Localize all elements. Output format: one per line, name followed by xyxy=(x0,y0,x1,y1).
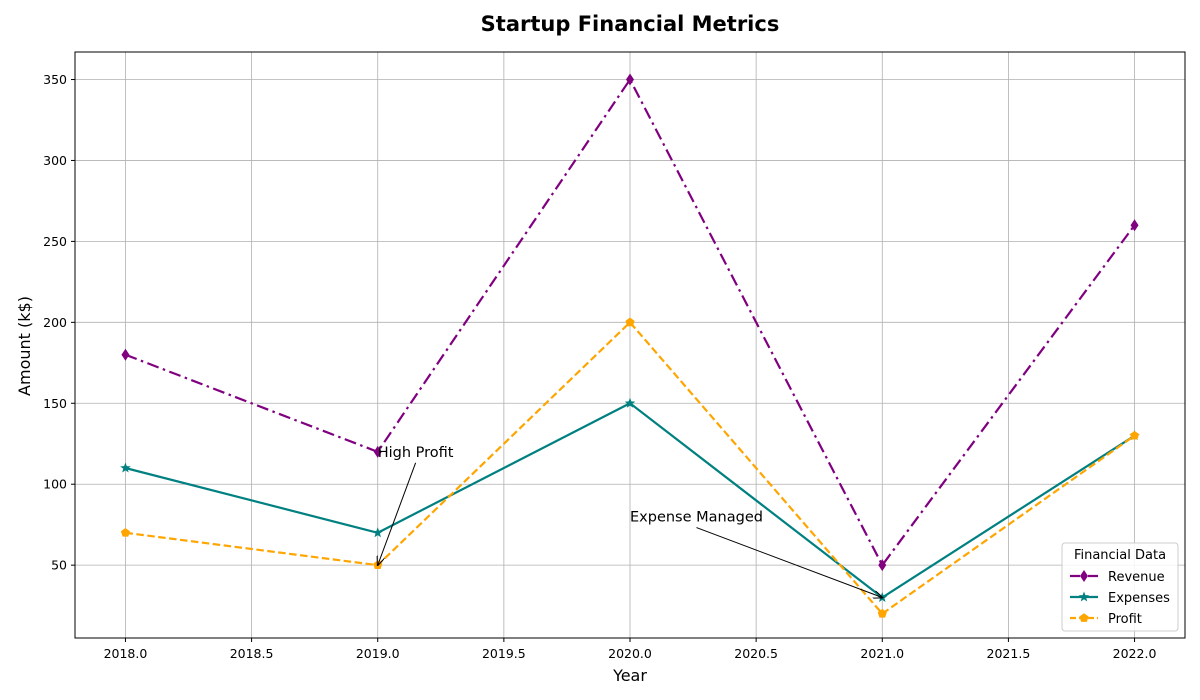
data-point-expenses xyxy=(624,397,636,408)
legend-item-revenue: Revenue xyxy=(1070,570,1165,585)
legend-item-profit: Profit xyxy=(1070,612,1142,627)
data-point-profit xyxy=(120,527,131,537)
y-tick-label: 250 xyxy=(43,234,67,249)
axis-ticks: 2018.0 2018.5 2019.0 2019.5 2020.0 2020.5 2021… xyxy=(43,72,1156,661)
y-tick-label: 300 xyxy=(43,153,67,168)
y-tick-label: 50 xyxy=(51,558,67,573)
annotation-text: Expense Managed xyxy=(630,510,763,526)
data-point-profit xyxy=(1129,430,1140,440)
y-tick-label: 150 xyxy=(43,396,67,411)
x-tick-label: 2020.5 xyxy=(734,646,778,661)
legend-item-expenses: Expenses xyxy=(1070,591,1170,606)
data-point-expenses xyxy=(120,462,131,473)
legend-box xyxy=(1061,542,1179,632)
legend-title: Financial Data xyxy=(1074,548,1166,563)
x-tick-label: 2018.5 xyxy=(230,646,274,661)
legend-marker xyxy=(1079,613,1089,622)
grid xyxy=(75,52,1185,638)
annotation-arrow xyxy=(696,527,882,598)
legend-marker xyxy=(1078,591,1090,602)
series-revenue xyxy=(121,73,1139,572)
data-point-revenue xyxy=(373,445,382,458)
x-tick-label: 2021.5 xyxy=(987,646,1031,661)
data-point-revenue xyxy=(626,73,634,86)
y-tick-label: 200 xyxy=(43,315,67,330)
legend: Financial Data Revenue Expenses Profit xyxy=(1061,542,1179,632)
legend-label: Revenue xyxy=(1108,570,1165,585)
legend-label: Profit xyxy=(1108,612,1142,627)
data-point-revenue xyxy=(1130,219,1139,232)
x-axis-label: Year xyxy=(612,666,647,685)
series-group xyxy=(120,73,1140,618)
annotations: High Profit Expense Managed xyxy=(378,445,883,598)
data-point-revenue xyxy=(121,348,130,361)
legend-label: Expenses xyxy=(1108,591,1170,606)
x-tick-label: 2018.0 xyxy=(104,646,148,661)
series-line-profit xyxy=(125,321,1136,615)
x-tick-label: 2020.0 xyxy=(608,646,652,661)
x-tick-label: 2022.0 xyxy=(1113,646,1157,661)
x-tick-label: 2019.5 xyxy=(482,646,526,661)
y-tick-label: 100 xyxy=(43,477,67,492)
x-tick-label: 2021.0 xyxy=(860,646,904,661)
data-point-revenue xyxy=(878,559,887,572)
data-point-profit xyxy=(877,608,887,618)
annotation-text: High Profit xyxy=(378,445,454,461)
data-point-expenses xyxy=(372,527,383,538)
annotation-arrow xyxy=(378,462,417,565)
y-axis-label: Amount (k$) xyxy=(15,296,34,396)
chart-title: Startup Financial Metrics xyxy=(481,12,780,36)
y-tick-label: 350 xyxy=(43,72,67,87)
legend-marker xyxy=(1080,570,1088,582)
data-point-profit xyxy=(625,317,635,327)
x-tick-label: 2019.0 xyxy=(356,646,400,661)
